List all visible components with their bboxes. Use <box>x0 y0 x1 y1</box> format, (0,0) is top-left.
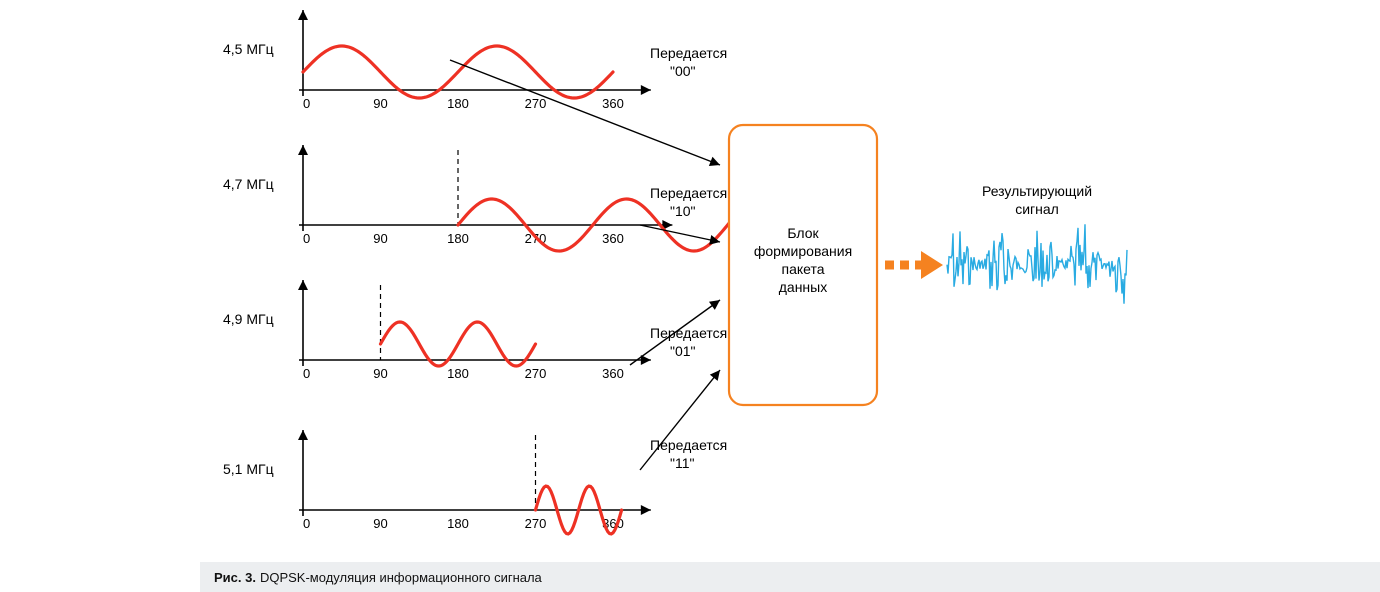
svg-text:Результирующий: Результирующий <box>982 183 1092 199</box>
svg-text:Передается: Передается <box>650 325 727 341</box>
svg-text:360: 360 <box>602 366 624 381</box>
svg-text:0: 0 <box>303 516 310 531</box>
svg-text:270: 270 <box>525 96 547 111</box>
svg-text:180: 180 <box>447 516 469 531</box>
svg-text:0: 0 <box>303 96 310 111</box>
svg-text:"00": "00" <box>670 63 696 79</box>
svg-text:90: 90 <box>373 366 387 381</box>
svg-text:180: 180 <box>447 96 469 111</box>
svg-text:360: 360 <box>602 96 624 111</box>
diagram-svg: 0 90 180 270 360 4,5 МГц 0 90 180 270 360 4,7 МГц 0 9… <box>0 0 1380 592</box>
svg-text:формирования: формирования <box>754 243 852 259</box>
caption-text: DQPSK-модуляция информационного сигнала <box>260 570 542 585</box>
svg-text:4,9 МГц: 4,9 МГц <box>223 311 274 327</box>
svg-text:180: 180 <box>447 366 469 381</box>
svg-text:"11": "11" <box>670 455 695 471</box>
svg-text:360: 360 <box>602 231 624 246</box>
svg-text:"01": "01" <box>670 343 696 359</box>
svg-text:"10": "10" <box>670 203 696 219</box>
svg-text:Передается: Передается <box>650 185 727 201</box>
svg-text:180: 180 <box>447 231 469 246</box>
svg-text:90: 90 <box>373 516 387 531</box>
svg-text:Передается: Передается <box>650 45 727 61</box>
svg-text:90: 90 <box>373 96 387 111</box>
caption-prefix: Рис. 3. <box>214 570 256 585</box>
caption-bar: Рис. 3. DQPSK-модуляция информационного … <box>200 562 1380 592</box>
svg-text:пакета: пакета <box>781 261 824 277</box>
svg-text:данных: данных <box>779 279 827 295</box>
svg-text:90: 90 <box>373 231 387 246</box>
svg-text:270: 270 <box>525 516 547 531</box>
svg-text:0: 0 <box>303 366 310 381</box>
svg-text:0: 0 <box>303 231 310 246</box>
svg-text:4,7 МГц: 4,7 МГц <box>223 176 274 192</box>
svg-text:270: 270 <box>525 366 547 381</box>
figure-container: 0 90 180 270 360 4,5 МГц 0 90 180 270 360 4,7 МГц 0 9… <box>0 0 1380 592</box>
svg-text:4,5 МГц: 4,5 МГц <box>223 41 274 57</box>
svg-text:Передается: Передается <box>650 437 727 453</box>
svg-text:Блок: Блок <box>787 225 819 241</box>
svg-text:5,1 МГц: 5,1 МГц <box>223 461 274 477</box>
svg-text:сигнал: сигнал <box>1015 201 1059 217</box>
